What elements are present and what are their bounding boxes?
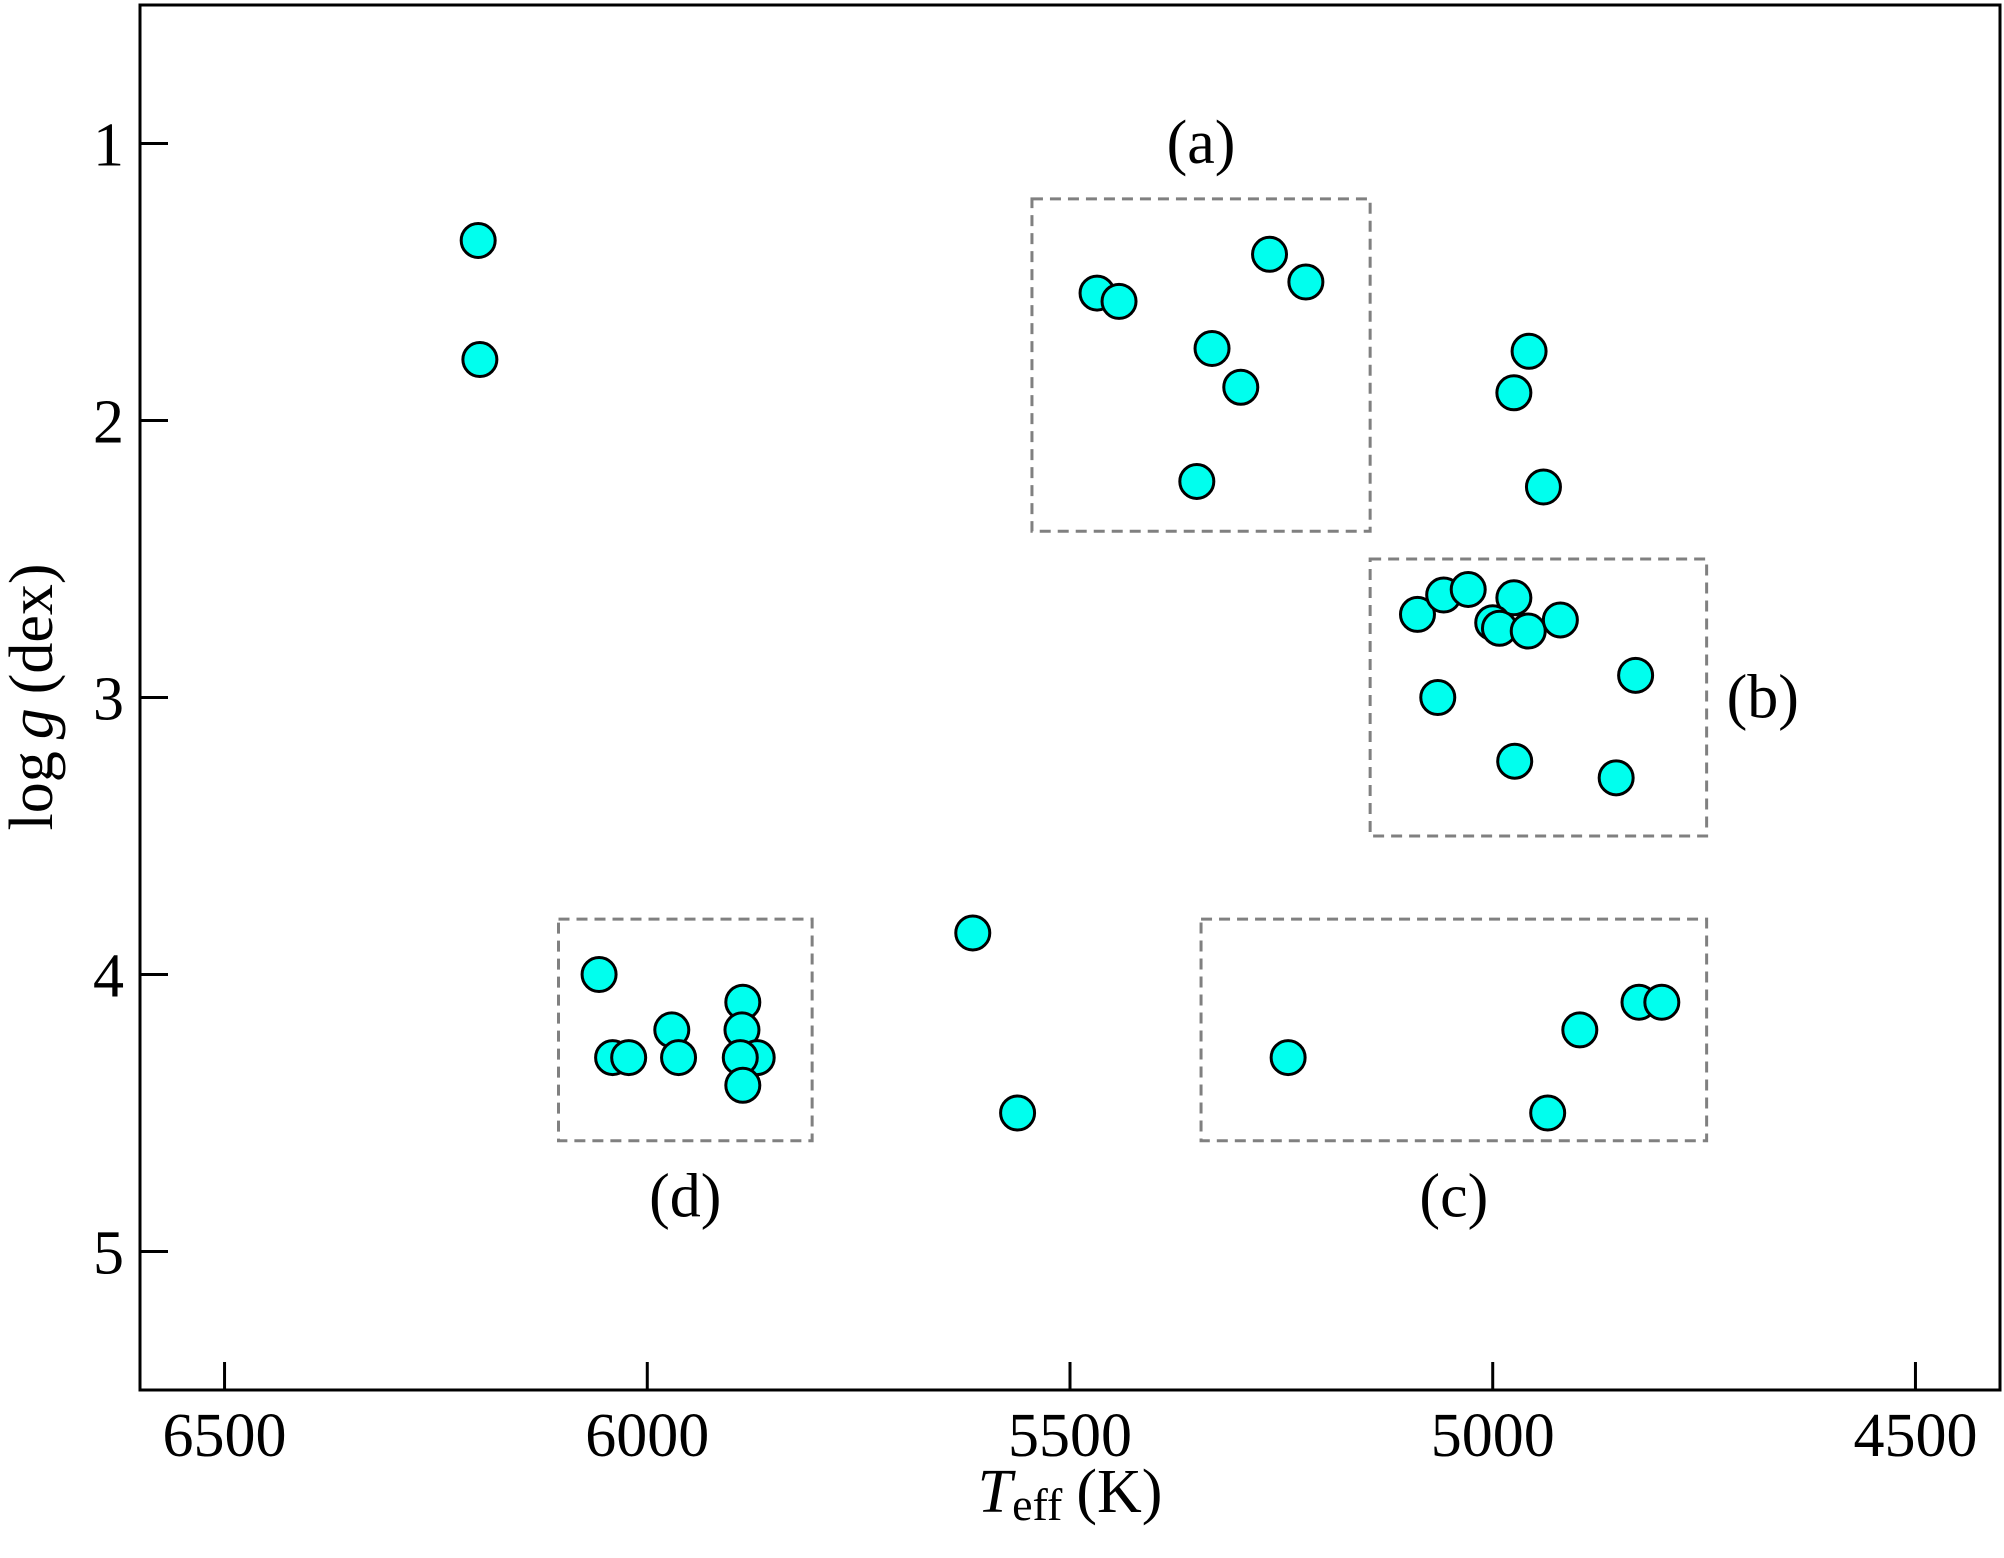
data-point xyxy=(1100,282,1138,320)
data-point xyxy=(580,956,618,993)
x-axis-label: Teff (K) xyxy=(978,1458,1163,1530)
data-point xyxy=(1398,595,1436,633)
y-axis-label: logg(dex) xyxy=(0,563,66,830)
data-point xyxy=(954,914,992,952)
group-box xyxy=(1199,917,1709,1143)
data-point xyxy=(1529,1094,1567,1132)
plot-frame xyxy=(138,3,2002,1392)
data-point xyxy=(1509,612,1547,650)
x-tick-label: 6500 xyxy=(163,1402,287,1470)
data-point xyxy=(1496,742,1534,780)
data-points xyxy=(459,221,1681,1132)
data-point xyxy=(1597,759,1635,797)
data-point xyxy=(999,1094,1037,1132)
data-point xyxy=(1561,1011,1599,1049)
x-tick-label: 5000 xyxy=(1431,1402,1555,1470)
y-tick-label: 1 xyxy=(93,112,124,180)
data-point xyxy=(461,341,499,379)
data-point xyxy=(1287,263,1325,301)
data-point xyxy=(1495,374,1533,412)
data-point xyxy=(1251,235,1289,273)
data-point xyxy=(1510,332,1548,370)
y-tick-label: 4 xyxy=(93,943,124,1011)
data-point xyxy=(660,1039,698,1077)
data-point xyxy=(1495,579,1533,617)
group-box xyxy=(1030,197,1372,533)
data-point xyxy=(459,221,497,259)
y-tick-label: 5 xyxy=(93,1220,124,1288)
x-tick-label: 4500 xyxy=(1853,1402,1977,1470)
y-tick-label: 3 xyxy=(93,666,124,734)
box-labels: (a) (b) (c) (d) xyxy=(649,109,1799,1231)
box-label: (c) xyxy=(1419,1163,1488,1231)
box-label: (d) xyxy=(649,1163,721,1231)
group-boxes xyxy=(557,197,1709,1143)
data-point xyxy=(1419,679,1457,716)
data-point xyxy=(1541,601,1579,639)
data-point xyxy=(1193,329,1231,367)
data-point xyxy=(1222,368,1260,406)
x-tick-label: 6000 xyxy=(585,1402,709,1470)
box-label: (b) xyxy=(1727,664,1799,732)
data-point xyxy=(1449,570,1487,608)
data-point xyxy=(1269,1039,1307,1077)
data-point xyxy=(724,1066,762,1104)
data-point xyxy=(1524,468,1562,506)
data-point xyxy=(1643,983,1681,1021)
data-point xyxy=(1178,462,1216,500)
data-point xyxy=(1617,656,1655,694)
axis-ticks: 6500 6000 5500 5000 4500 1 2 3 4 5 xyxy=(93,112,1977,1471)
group-box xyxy=(1368,557,1709,838)
group-box xyxy=(557,917,814,1143)
y-tick-label: 2 xyxy=(93,389,124,457)
box-label: (a) xyxy=(1167,109,1236,177)
x-tick-label: 5500 xyxy=(1008,1402,1132,1470)
data-point xyxy=(610,1039,648,1077)
